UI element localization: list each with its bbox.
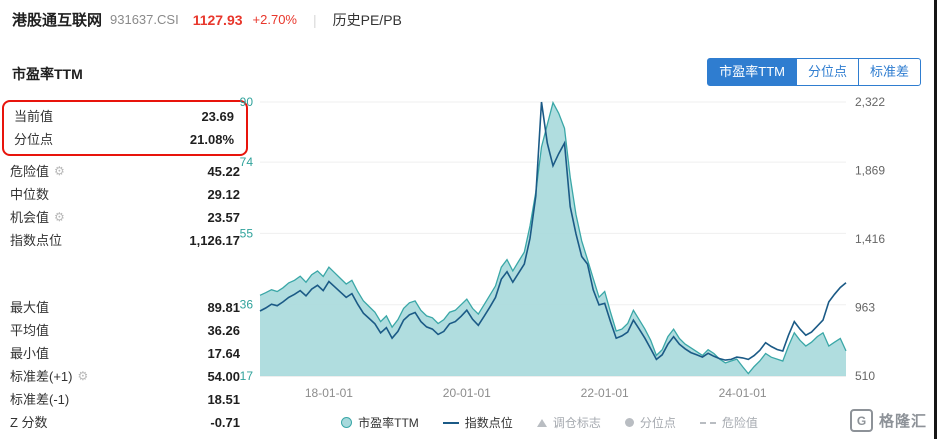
stat-row: 标准差(-1) 18.51 <box>0 388 252 411</box>
legend-label: 市盈率TTM <box>358 416 419 430</box>
chart-legend: 市盈率TTM 指数点位 调仓标志 分位点 危险值 <box>262 414 837 431</box>
header-divider: | <box>312 11 317 28</box>
tab-active-metric[interactable]: 市盈率TTM <box>707 58 797 86</box>
stat-label: 标准差(+1) <box>10 369 73 384</box>
stat-label: 机会值 <box>10 210 50 225</box>
legend-label: 指数点位 <box>464 416 513 430</box>
gelonghui-logo-icon: G <box>849 409 873 432</box>
stat-label: 最小值 <box>10 346 50 361</box>
stat-value: 89.81 <box>207 300 240 315</box>
triangle-icon <box>536 418 547 427</box>
legend-item[interactable]: 分位点 <box>624 414 676 431</box>
stat-row: 机会值 ⚙ 23.57 <box>0 206 252 229</box>
stat-value: 36.26 <box>207 323 240 338</box>
index-price: 1127.93 <box>192 11 243 28</box>
screenshot-edge-strip <box>934 0 937 439</box>
legend-label: 调仓标志 <box>552 416 601 430</box>
line-navy-icon <box>442 421 459 424</box>
stat-label: 标准差(-1) <box>10 392 70 407</box>
stat-value: 23.69 <box>201 109 234 124</box>
y-right-label: 963 <box>855 301 875 315</box>
stat-value: 29.12 <box>207 187 240 202</box>
panel-title: 市盈率TTM <box>12 66 83 82</box>
y-left-label: 74 <box>240 155 254 169</box>
legend-item[interactable]: 市盈率TTM <box>341 414 419 431</box>
legend-item[interactable]: 调仓标志 <box>536 414 601 431</box>
stat-label: 中位数 <box>10 187 50 202</box>
gear-icon[interactable]: ⚙ <box>54 164 65 178</box>
gear-icon[interactable]: ⚙ <box>77 369 89 383</box>
stat-value: 18.51 <box>207 392 240 407</box>
stat-label: 危险值 <box>10 164 50 179</box>
y-right-label: 1,416 <box>855 232 885 246</box>
x-axis-label: 24-01-01 <box>719 386 767 400</box>
y-left-label: 36 <box>240 298 254 312</box>
stat-value: 54.00 <box>207 369 240 384</box>
pe-ttm-chart[interactable]: 90 74 55 36 17 2,322 1,869 1,416 963 510 18-01-01 2… <box>218 86 918 431</box>
x-axis-label: 18-01-01 <box>305 386 353 400</box>
legend-item[interactable]: 指数点位 <box>442 414 513 431</box>
stat-label: 分位点 <box>14 132 54 147</box>
y-left-label: 90 <box>240 95 254 109</box>
watermark-text: 格隆汇 <box>878 413 927 430</box>
legend-label: 危险值 <box>721 416 758 430</box>
stat-value: 1,126.17 <box>189 233 240 248</box>
highlight-annotation-box: 当前值 23.69 分位点 21.08% <box>2 100 248 156</box>
menu-history-pe-pb[interactable]: 历史PE/PB <box>332 11 402 28</box>
dot-gray-icon <box>624 418 634 427</box>
stat-value: 23.57 <box>207 210 240 225</box>
stat-row: 平均值 36.26 <box>0 319 252 342</box>
y-left-label: 17 <box>240 369 254 383</box>
stat-row: 当前值 23.69 <box>4 105 246 128</box>
stat-row: 危险值 ⚙ 45.22 <box>0 160 252 183</box>
index-change: +2.70% <box>252 12 297 27</box>
pe-ttm-area <box>260 102 846 376</box>
stat-row: 最大值 89.81 <box>0 296 252 319</box>
index-line <box>259 101 847 361</box>
stat-value: 21.08% <box>189 132 234 147</box>
y-right-label: 510 <box>855 369 875 383</box>
stat-label: 当前值 <box>14 109 54 124</box>
watermark: G 格隆汇 <box>849 409 927 432</box>
legend-item[interactable]: 危险值 <box>699 414 758 431</box>
dot-teal-icon <box>341 417 353 428</box>
stat-label: 最大值 <box>10 300 50 315</box>
y-right-label: 2,322 <box>855 95 885 109</box>
header: 港股通互联网 931637.CSI 1127.93 +2.70% | 历史PE/… <box>12 9 402 30</box>
stat-row: 分位点 21.08% <box>4 128 246 151</box>
stat-row: 最小值 17.64 <box>0 342 252 365</box>
stat-row: 指数点位 1,126.17 <box>0 229 252 252</box>
index-code: 931637.CSI <box>110 12 179 27</box>
x-axis-label: 20-01-01 <box>443 386 491 400</box>
gear-icon[interactable]: ⚙ <box>54 210 65 224</box>
stat-row: 标准差(+1) ⚙ 54.00 <box>0 365 252 388</box>
stat-rows-group-1: 危险值 ⚙ 45.22 中位数 29.12 机会值 ⚙ 23.57 指数点位 1,126.17 <box>0 160 252 252</box>
stat-rows-group-2: 最大值 89.81 平均值 36.26 最小值 17.64 标准差(+1) ⚙ 54.00 标准差… <box>0 296 252 434</box>
stat-label: Z 分数 <box>10 415 48 430</box>
metric-tabs: 市盈率TTM 分位点 标准差 <box>707 58 921 86</box>
stat-label: 平均值 <box>10 323 50 338</box>
tab-metric[interactable]: 标准差 <box>857 58 921 86</box>
pe-ttm-line <box>259 100 847 375</box>
stat-row: 中位数 29.12 <box>0 183 252 206</box>
y-right-label: 1,869 <box>855 164 885 178</box>
dash-gray-icon <box>699 421 716 424</box>
stat-value: 45.22 <box>207 164 240 179</box>
stat-row: Z 分数 -0.71 <box>0 411 252 434</box>
y-left-label: 55 <box>240 226 254 240</box>
stat-label: 指数点位 <box>10 233 63 248</box>
stats-panel: 市盈率TTM 当前值 23.69 分位点 21.08% 危险值 ⚙ 45.22 中位数 29.… <box>0 56 252 434</box>
stat-value: 17.64 <box>207 346 240 361</box>
legend-label: 分位点 <box>639 416 676 430</box>
x-axis-label: 22-01-01 <box>581 386 629 400</box>
tab-metric[interactable]: 分位点 <box>795 58 859 86</box>
stat-value: -0.71 <box>210 415 240 430</box>
index-name: 港股通互联网 <box>12 12 103 29</box>
